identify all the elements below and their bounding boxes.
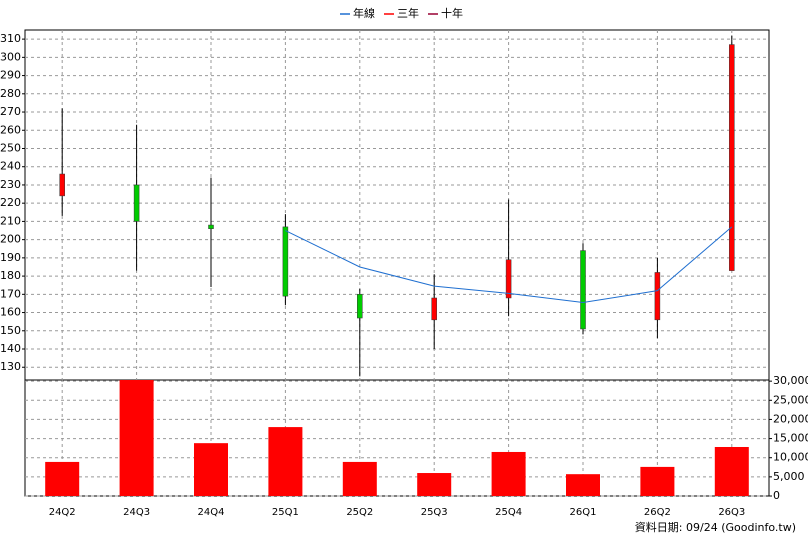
y-tick-label: 150 [0,324,21,337]
y-tick-label: 300 [0,50,21,63]
candle-body [505,259,512,299]
y-tick-label: 210 [0,214,21,227]
x-tick-label: 24Q3 [123,507,150,518]
candle-body [133,184,140,222]
y-tick-label: 290 [0,69,21,82]
y-tick-label: 200 [0,233,21,246]
candle-body [580,250,586,330]
volume-bar [119,380,154,496]
candle-body [431,297,437,321]
x-tick-label: 24Q2 [49,507,76,518]
volume-bar [342,461,377,496]
y-tick-label: 240 [0,160,21,173]
y-tick-label: 140 [0,342,21,355]
y-tick-label: 250 [0,141,21,154]
volume-bar [566,474,600,496]
y-tick-label: 190 [0,251,21,264]
y-tick-label: 310 [0,32,21,45]
y-tick-label: 170 [0,287,21,300]
ma-line [285,226,733,304]
candle-body [357,294,363,319]
volume-bar [640,466,675,496]
volume-bar [491,451,526,496]
volume-bar [45,461,80,496]
x-tick-label: 25Q4 [495,507,522,518]
candle-body [208,224,214,229]
y-tick-label: 130 [0,360,21,373]
y2-tick-label: 5,000 [773,470,805,483]
y-tick-label: 270 [0,105,21,118]
x-tick-label: 26Q1 [570,507,597,518]
volume-bar [417,473,452,496]
candle-body [654,272,661,321]
y2-tick-label: 25,000 [773,393,808,406]
x-tick-label: 25Q1 [272,507,299,518]
y2-tick-label: 0 [773,489,780,502]
volume-bar [268,427,303,496]
y2-tick-label: 15,000 [773,432,808,445]
x-tick-label: 24Q4 [198,507,225,518]
candle-body [282,226,289,297]
candle-body [59,173,65,197]
y-tick-label: 220 [0,196,21,209]
legend-label: 三年 [397,6,419,20]
y-tick-label: 160 [0,306,21,319]
y-tick-label: 280 [0,87,21,100]
y2-tick-label: 20,000 [773,412,808,425]
y-tick-label: 180 [0,269,21,282]
x-tick-label: 26Q3 [718,507,745,518]
y2-tick-label: 10,000 [773,451,808,464]
footnote: 資料日期: 09/24 (Goodinfo.tw) [635,520,796,534]
volume-bar [194,443,228,496]
x-tick-label: 26Q2 [644,507,671,518]
volume-bar [714,446,749,496]
x-tick-label: 25Q3 [421,507,448,518]
candle-body [729,44,735,271]
y-tick-label: 230 [0,178,21,191]
y2-tick-label: 30,000 [773,374,808,387]
legend-label: 十年 [441,6,463,20]
x-tick-label: 25Q2 [346,507,373,518]
legend-label: 年線 [353,6,375,20]
y-tick-label: 260 [0,123,21,136]
